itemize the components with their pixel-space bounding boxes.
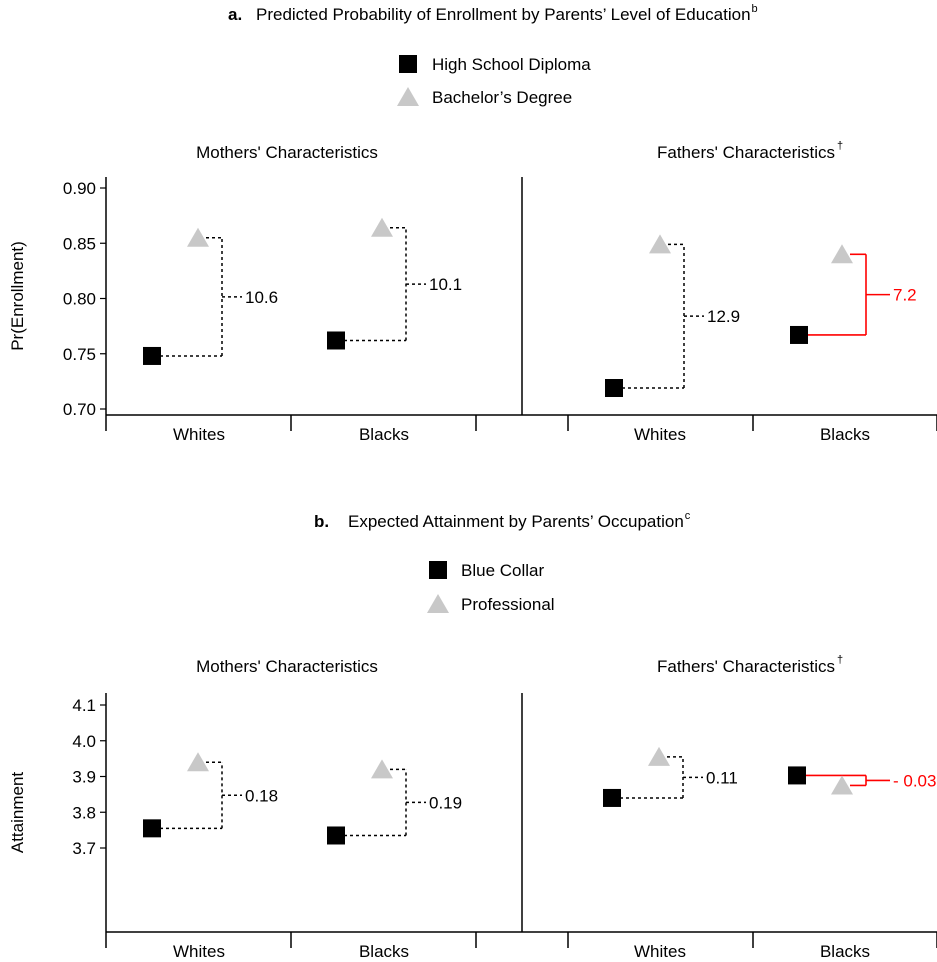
category-label: Blacks [820,425,870,444]
legend-label: High School Diploma [432,55,591,74]
difference-label: 0.11 [706,768,738,787]
panel-heading: Fathers' Characteristics [657,143,835,162]
chart-0: a. Predicted Probability of Enrollment by… [8,3,937,444]
high-triangle-marker [831,244,853,264]
legend-square-marker [399,55,417,73]
category-label: Blacks [820,942,870,961]
difference-label: 7.2 [893,286,917,305]
chart-title: Expected Attainment by Parents’ Occupati… [348,512,684,531]
difference-label: 10.1 [429,275,462,294]
high-triangle-marker [831,775,853,795]
title-superscript: c [685,510,691,522]
legend-label: Professional [461,595,555,614]
y-tick-label: 0.80 [63,290,96,309]
difference-label: 0.19 [429,793,462,812]
high-triangle-marker [649,234,671,254]
y-axis-label: Attainment [8,772,27,854]
high-triangle-marker [371,759,393,779]
category-label: Whites [634,942,686,961]
y-tick-label: 4.0 [72,732,96,751]
heading-dagger: † [837,654,843,666]
legend-square-marker [429,561,447,579]
y-tick-label: 3.8 [72,803,96,822]
chart-title: Predicted Probability of Enrollment by P… [256,5,751,24]
heading-dagger: † [837,140,843,152]
y-tick-label: 0.70 [63,400,96,419]
low-square-marker [143,346,161,365]
category-label: Whites [173,942,225,961]
panel-letter: a. [228,5,242,24]
legend-label: Blue Collar [461,561,544,580]
y-axis-label: Pr(Enrollment) [8,241,27,351]
category-label: Whites [173,425,225,444]
low-square-marker [603,788,621,807]
y-tick-label: 0.90 [63,179,96,198]
low-square-marker [790,325,808,344]
high-triangle-marker [371,217,393,237]
category-label: Blacks [359,425,409,444]
y-tick-label: 3.7 [72,839,96,858]
y-tick-label: 0.85 [63,234,96,253]
difference-label: 0.18 [245,786,278,805]
difference-label: 10.6 [245,288,278,307]
legend-triangle-marker [427,594,449,613]
difference-label: - 0.03 [893,771,936,790]
panel-letter: b. [314,512,329,531]
high-triangle-marker [187,227,209,247]
y-tick-label: 4.1 [72,696,96,715]
high-triangle-marker [187,752,209,772]
legend-label: Bachelor’s Degree [432,88,572,107]
legend-triangle-marker [397,87,419,106]
category-label: Whites [634,425,686,444]
low-square-marker [143,819,161,838]
low-square-marker [605,379,623,398]
y-tick-label: 0.75 [63,345,96,364]
title-superscript: b [752,3,758,15]
panel-heading: Fathers' Characteristics [657,657,835,676]
y-tick-label: 3.9 [72,768,96,787]
low-square-marker [327,826,345,845]
chart-1: b. Expected Attainment by Parents’ Occupa… [8,510,937,961]
low-square-marker [788,766,806,785]
panel-heading: Mothers' Characteristics [196,657,378,676]
high-triangle-marker [648,746,670,766]
category-label: Blacks [359,942,409,961]
difference-label: 12.9 [707,307,740,326]
panel-heading: Mothers' Characteristics [196,143,378,162]
low-square-marker [327,331,345,350]
